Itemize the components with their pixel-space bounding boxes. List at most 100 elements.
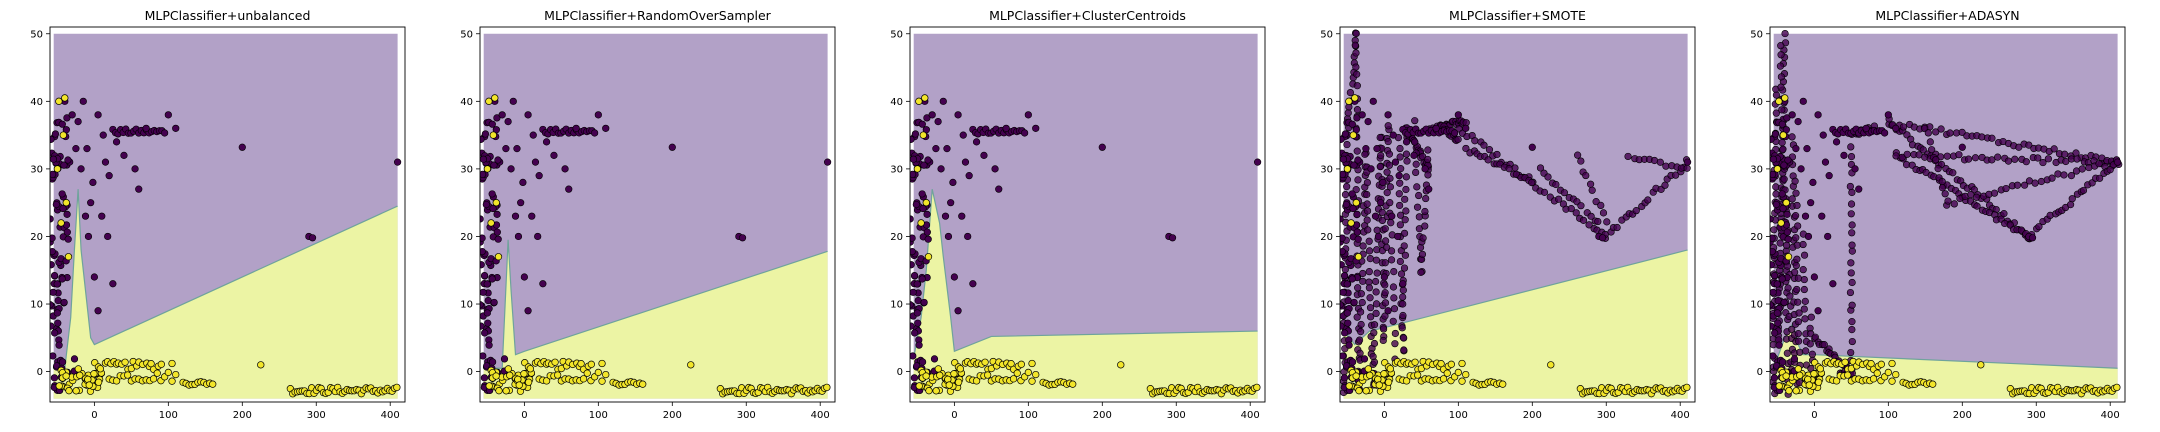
majority-point xyxy=(2095,160,2103,168)
majority-point xyxy=(1353,82,1361,90)
majority-point xyxy=(1818,212,1826,220)
majority-point xyxy=(1770,135,1775,143)
majority-point xyxy=(72,145,80,153)
majority-point xyxy=(494,235,502,243)
majority-point xyxy=(50,247,56,256)
majority-point xyxy=(2061,150,2069,158)
minority-point xyxy=(954,378,963,386)
majority-point xyxy=(1390,268,1398,276)
majority-point xyxy=(1783,349,1791,357)
majority-point xyxy=(481,329,489,337)
majority-point xyxy=(1343,280,1351,288)
minority-point xyxy=(1785,387,1793,395)
majority-point xyxy=(1814,307,1822,315)
majority-point xyxy=(1577,202,1585,210)
minority-point xyxy=(598,377,606,385)
majority-point xyxy=(1396,179,1404,187)
majority-point xyxy=(1454,111,1462,119)
majority-point xyxy=(1594,217,1602,226)
majority-point xyxy=(509,97,517,105)
majority-point xyxy=(1370,321,1379,329)
minority-point xyxy=(1777,219,1785,227)
majority-point xyxy=(131,165,139,173)
majority-point xyxy=(1955,151,1963,159)
majority-point xyxy=(529,131,537,139)
majority-point xyxy=(489,358,497,366)
x-tick-label: 300 xyxy=(307,410,326,421)
minority-point xyxy=(492,372,500,380)
majority-point xyxy=(944,232,953,241)
majority-point xyxy=(1021,129,1029,137)
majority-point xyxy=(1389,131,1397,139)
majority-point xyxy=(919,358,927,366)
majority-point xyxy=(913,280,921,288)
axes-frame xyxy=(1339,26,1696,403)
majority-point xyxy=(1372,309,1380,318)
majority-point xyxy=(504,117,512,126)
axes-frame xyxy=(479,26,836,403)
majority-point xyxy=(1357,328,1365,336)
majority-point xyxy=(1848,278,1856,287)
majority-point xyxy=(1410,151,1418,159)
majority-point xyxy=(2079,186,2088,195)
y-tick-label: 20 xyxy=(460,232,473,243)
majority-point xyxy=(1395,190,1403,198)
majority-point xyxy=(1770,247,1776,256)
majority-point xyxy=(1345,341,1353,349)
majority-point xyxy=(1783,114,1791,122)
majority-point xyxy=(90,273,98,281)
majority-point xyxy=(1389,283,1398,291)
majority-point xyxy=(1379,336,1387,345)
majority-point xyxy=(99,131,107,139)
majority-point xyxy=(1801,297,1809,305)
majority-point xyxy=(60,298,68,307)
majority-point xyxy=(2031,179,2039,187)
majority-point xyxy=(480,155,488,163)
minority-point xyxy=(1458,359,1466,368)
majority-point xyxy=(1796,348,1804,356)
majority-point xyxy=(934,117,942,126)
majority-point xyxy=(1386,174,1394,182)
majority-point xyxy=(980,151,988,159)
majority-point xyxy=(1373,269,1381,277)
subplot-title: MLPClassifier+RandomOverSampler xyxy=(544,8,772,23)
majority-point xyxy=(1799,97,1807,105)
minority-point xyxy=(981,358,989,366)
majority-point xyxy=(60,161,68,169)
majority-point xyxy=(1401,251,1409,259)
majority-point xyxy=(1411,117,1419,125)
majority-point xyxy=(1801,315,1809,323)
majority-point xyxy=(738,234,747,242)
majority-point xyxy=(1341,130,1350,138)
majority-point xyxy=(1369,352,1377,361)
region-minority xyxy=(913,189,1258,399)
majority-point xyxy=(1820,341,1828,349)
majority-point xyxy=(50,261,55,269)
majority-point xyxy=(1363,207,1372,215)
majority-point xyxy=(1363,190,1371,199)
axes-frame xyxy=(1769,26,2126,403)
majority-point xyxy=(58,190,66,198)
majority-point xyxy=(55,341,63,349)
majority-point xyxy=(493,114,501,122)
majority-point xyxy=(1791,177,1799,185)
minority-point xyxy=(1779,131,1787,139)
minority-point xyxy=(62,372,70,380)
majority-point xyxy=(1777,83,1785,91)
majority-point xyxy=(1794,222,1802,230)
majority-point xyxy=(1781,29,1789,38)
majority-point xyxy=(480,322,485,330)
y-tick-label: 0 xyxy=(897,367,903,378)
minority-point xyxy=(1841,358,1849,366)
majority-point xyxy=(1779,358,1787,366)
majority-point xyxy=(51,329,59,337)
minority-point xyxy=(1013,369,1021,377)
majority-point xyxy=(1367,313,1375,321)
majority-point xyxy=(1683,164,1691,172)
majority-point xyxy=(524,111,532,119)
minority-point xyxy=(1032,370,1040,379)
majority-point xyxy=(1357,320,1365,329)
majority-point xyxy=(1396,201,1404,210)
majority-point xyxy=(480,170,487,178)
